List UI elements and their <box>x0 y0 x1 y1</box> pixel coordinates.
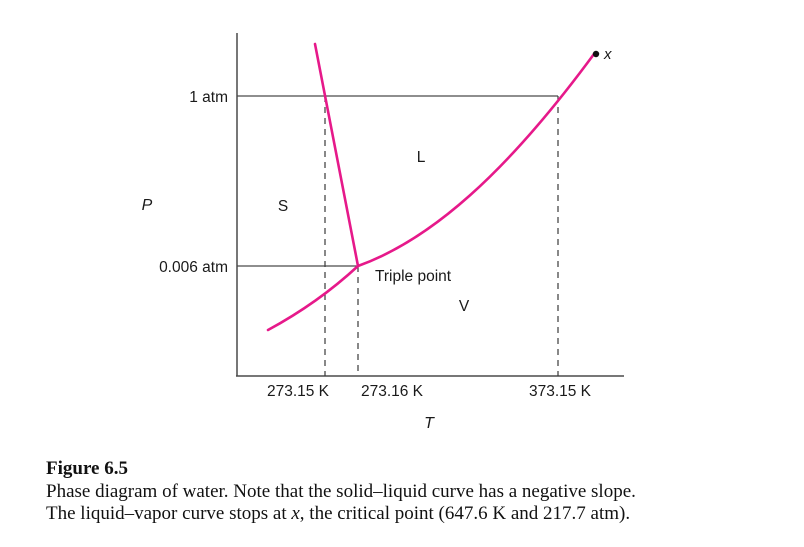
pressure-axis-label: P <box>142 197 153 214</box>
temperature-axis-label: T <box>424 415 435 432</box>
figure-caption: Figure 6.5 Phase diagram of water. Note … <box>46 458 786 525</box>
caption-line-2-suffix: , the critical point (647.6 K and 217.7 … <box>299 503 631 524</box>
solid-vapor-curve <box>266 264 360 332</box>
caption-title: Figure 6.5 <box>46 458 128 479</box>
tick-label-273-16-k: 273.16 K <box>361 383 424 400</box>
solid-liquid-curve <box>313 42 360 268</box>
triple-point-label: Triple point <box>375 268 452 285</box>
caption-line-2-critical-symbol: x <box>291 503 300 524</box>
tick-label-1-atm: 1 atm <box>189 89 228 106</box>
liquid-vapor-curve <box>356 52 596 268</box>
caption-line-2-prefix: The liquid–vapor curve stops at <box>46 503 292 524</box>
caption-line-1: Phase diagram of water. Note that the so… <box>46 481 636 502</box>
tick-label-273-15-k: 273.15 K <box>267 383 330 400</box>
tick-label-0-006-atm: 0.006 atm <box>159 259 228 276</box>
region-liquid-label: L <box>417 149 426 166</box>
critical-point-label: x <box>603 46 612 63</box>
critical-point-dot <box>592 50 600 58</box>
caption-line-2: The liquid–vapor curve stops at x, the c… <box>46 503 786 525</box>
region-solid-label: S <box>278 198 288 215</box>
tick-label-373-15-k: 373.15 K <box>529 383 592 400</box>
region-vapor-label: V <box>459 298 470 315</box>
